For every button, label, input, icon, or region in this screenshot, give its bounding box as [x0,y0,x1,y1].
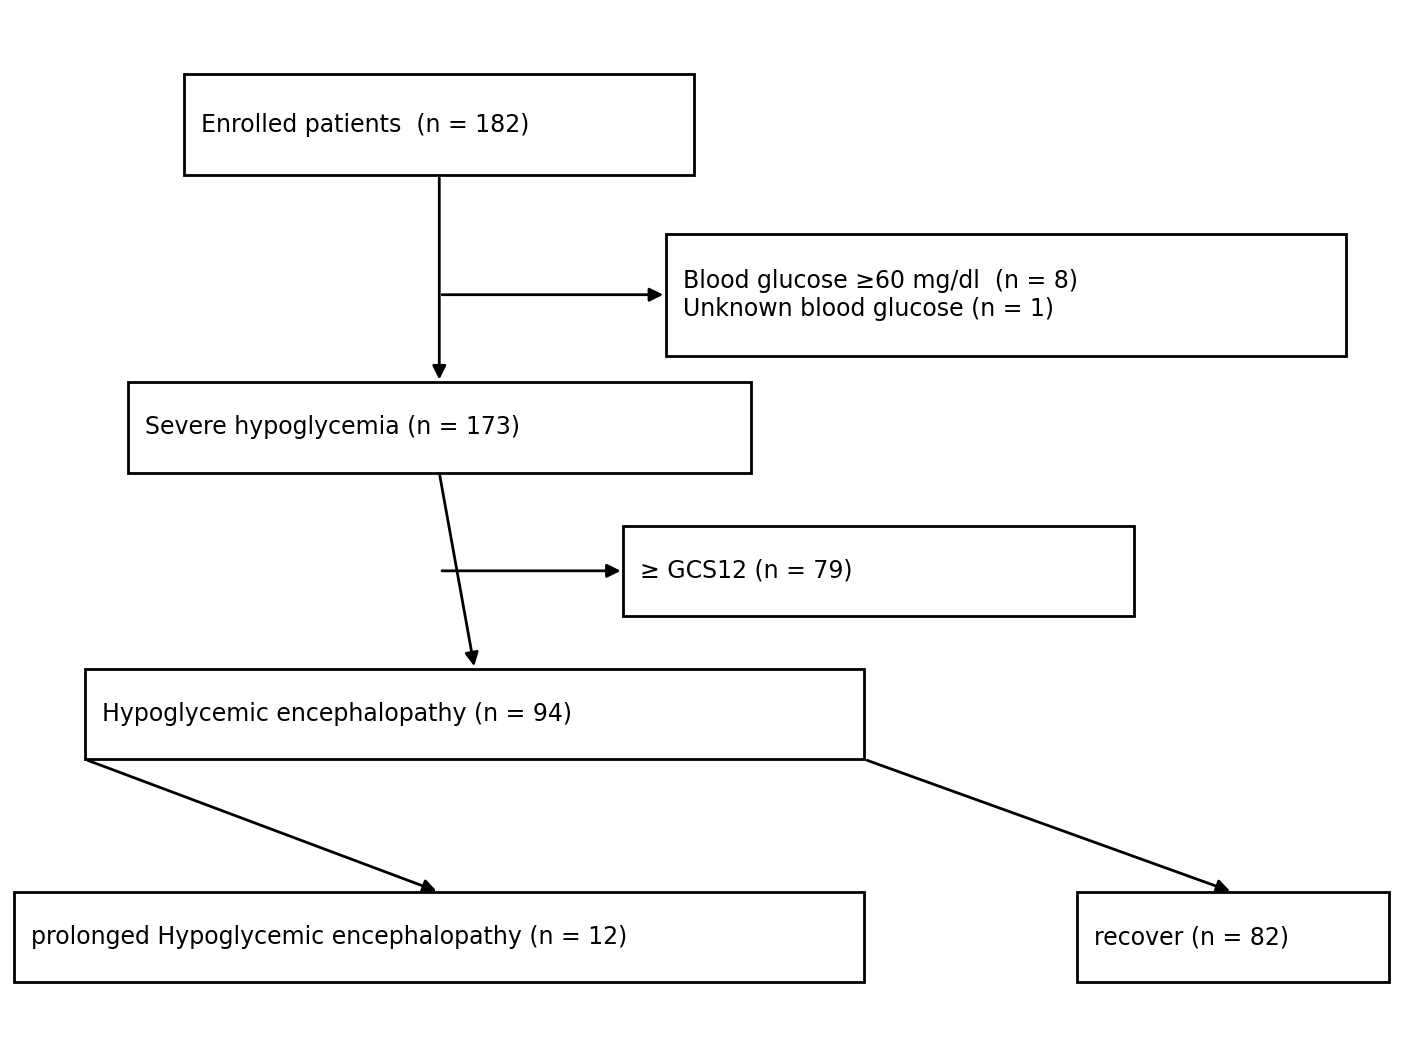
FancyBboxPatch shape [128,382,751,473]
FancyBboxPatch shape [1077,892,1389,982]
FancyBboxPatch shape [85,669,864,759]
Text: recover (n = 82): recover (n = 82) [1094,925,1289,949]
Text: prolonged Hypoglycemic encephalopathy (n = 12): prolonged Hypoglycemic encephalopathy (n… [31,925,628,949]
FancyBboxPatch shape [623,526,1134,616]
Text: ≥ GCS12 (n = 79): ≥ GCS12 (n = 79) [640,559,853,583]
Text: Blood glucose ≥60 mg/dl  (n = 8)
Unknown blood glucose (n = 1): Blood glucose ≥60 mg/dl (n = 8) Unknown … [683,269,1078,321]
Text: Severe hypoglycemia (n = 173): Severe hypoglycemia (n = 173) [145,415,520,440]
Text: Enrolled patients  (n = 182): Enrolled patients (n = 182) [201,113,530,137]
FancyBboxPatch shape [666,234,1346,356]
FancyBboxPatch shape [14,892,864,982]
Text: Hypoglycemic encephalopathy (n = 94): Hypoglycemic encephalopathy (n = 94) [102,702,572,726]
FancyBboxPatch shape [184,74,694,175]
